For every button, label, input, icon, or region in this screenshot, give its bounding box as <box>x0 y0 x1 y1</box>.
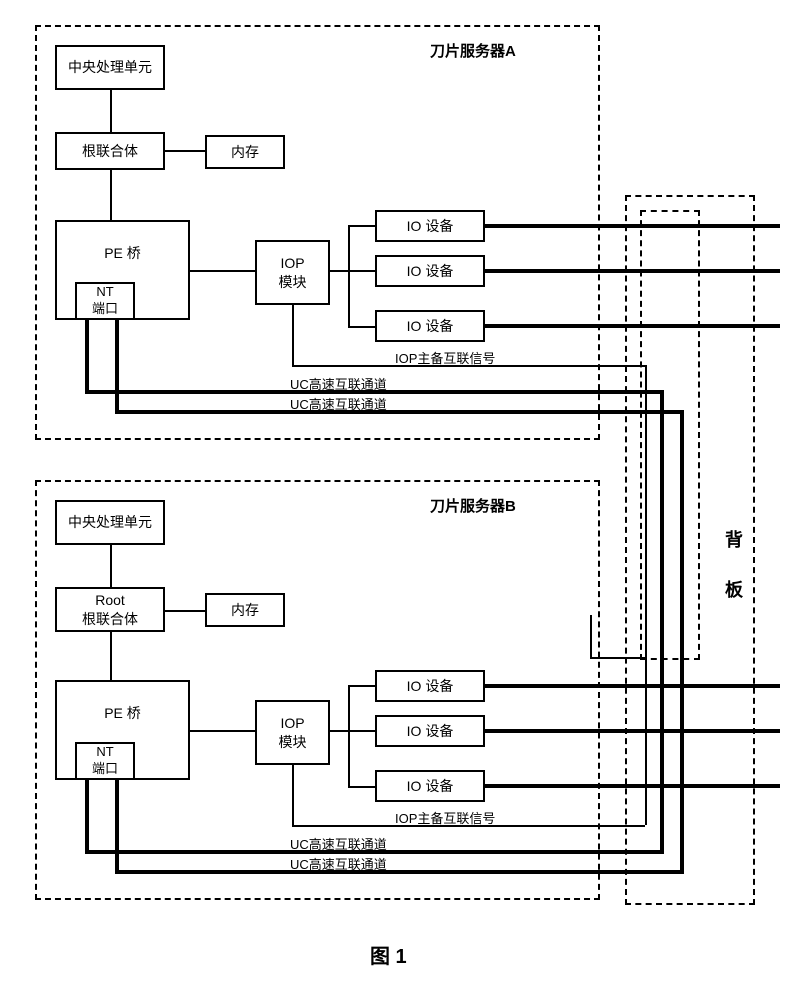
server-b-iop: IOP 模块 <box>255 700 330 765</box>
server-b-uc1-label: UC高速互联通道 <box>290 834 387 853</box>
server-b-root: Root 根联合体 <box>55 587 165 632</box>
server-b-io2: IO 设备 <box>375 715 485 747</box>
server-a-cpu: 中央处理单元 <box>55 45 165 90</box>
server-a-root: 根联合体 <box>55 132 165 170</box>
server-b-io1: IO 设备 <box>375 670 485 702</box>
server-a-io1: IO 设备 <box>375 210 485 242</box>
figure-label: 图 1 <box>370 940 407 969</box>
server-a-io2: IO 设备 <box>375 255 485 287</box>
server-a-iop: IOP 模块 <box>255 240 330 305</box>
server-a-iop-signal-line <box>292 305 294 367</box>
backplane-label: 背 板 <box>720 530 746 604</box>
server-b-pe-label: PE 桥 <box>104 704 141 722</box>
server-a-memory: 内存 <box>205 135 285 169</box>
server-b-title: 刀片服务器B <box>430 495 516 516</box>
server-b-cpu: 中央处理单元 <box>55 500 165 545</box>
backplane-inner <box>640 210 700 660</box>
server-a-pe-label: PE 桥 <box>104 244 141 262</box>
server-b-iop-signal-label: IOP主备互联信号 <box>395 808 495 827</box>
diagram-canvas: 刀片服务器A 中央处理单元 根联合体 内存 PE 桥 NT 端口 IOP 模块 … <box>0 0 800 983</box>
server-a-iop-signal-label: IOP主备互联信号 <box>395 348 495 367</box>
server-a-uc2-label: UC高速互联通道 <box>290 394 387 413</box>
server-b-uc2-label: UC高速互联通道 <box>290 854 387 873</box>
server-b-io3: IO 设备 <box>375 770 485 802</box>
backplane-iop-link <box>590 615 592 659</box>
server-a-nt-port: NT 端口 <box>75 282 135 320</box>
server-a-uc1-label: UC高速互联通道 <box>290 374 387 393</box>
server-a-title: 刀片服务器A <box>430 40 516 61</box>
server-b-nt-port: NT 端口 <box>75 742 135 780</box>
server-a-io3: IO 设备 <box>375 310 485 342</box>
server-b-memory: 内存 <box>205 593 285 627</box>
